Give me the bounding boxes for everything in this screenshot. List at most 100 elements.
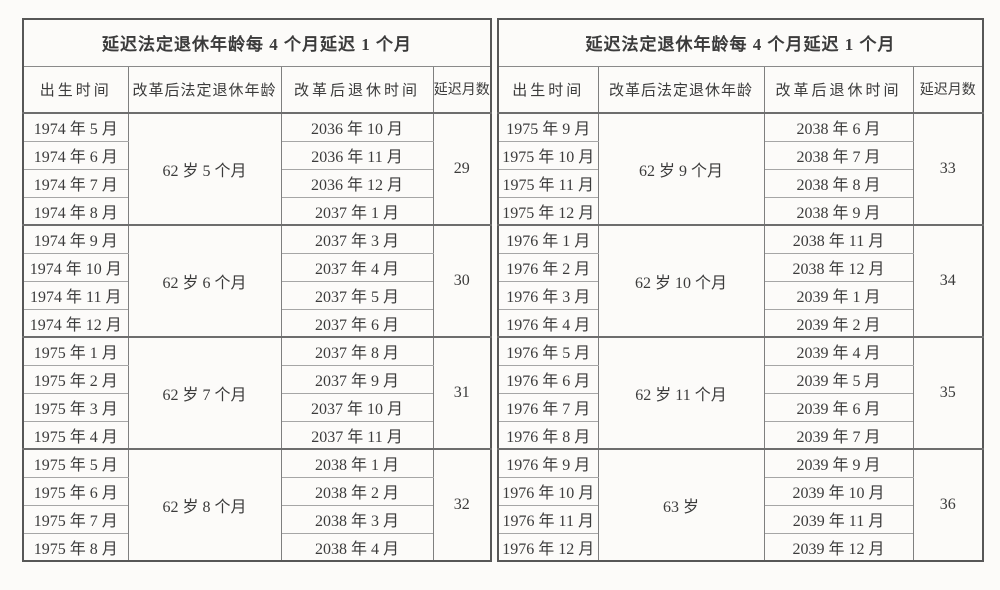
delayed-retirement-table-left: 延迟法定退休年龄每 4 个月延迟 1 个月 出生时间 改革后法定退休年龄 改革后… xyxy=(22,18,492,562)
table-row: 1975 年 9 月 62 岁 9 个月 2038 年 6 月 33 xyxy=(497,112,984,226)
birth-time-cell: 1975 年 6 月 xyxy=(22,476,129,506)
retirement-time-cell: 2038 年 8 月 xyxy=(763,168,914,198)
birth-time-cell: 1976 年 2 月 xyxy=(497,252,599,282)
birth-time-cell: 1974 年 11 月 xyxy=(22,280,129,310)
table-row: 1974 年 11 月 2037 年 5 月 xyxy=(22,280,491,310)
table-row: 1976 年 11 月 2039 年 11 月 xyxy=(497,504,983,534)
retirement-time-cell: 2037 年 1 月 xyxy=(280,196,434,226)
delayed-retirement-table-right: 延迟法定退休年龄每 4 个月延迟 1 个月 出生时间 改革后法定退休年龄 改革后… xyxy=(497,18,984,562)
birth-time-cell: 1976 年 12 月 xyxy=(497,532,599,562)
table-row: 1975 年 8 月 2038 年 4 月 xyxy=(22,532,491,562)
table-row: 1974 年 8 月 2037 年 1 月 xyxy=(22,196,491,226)
col-header-delay-months: 延迟月数 xyxy=(432,65,492,114)
table-row: 1975 年 3 月 2037 年 10 月 xyxy=(22,392,491,422)
col-header-retirement-time: 改革后退休时间 xyxy=(763,65,914,114)
retirement-time-cell: 2038 年 9 月 xyxy=(763,196,914,226)
table-title-row: 延迟法定退休年龄每 4 个月延迟 1 个月 xyxy=(497,18,984,67)
retirement-time-cell: 2039 年 11 月 xyxy=(763,504,914,534)
retirement-time-cell: 2038 年 4 月 xyxy=(280,532,434,562)
table-row: 1976 年 5 月 62 岁 11 个月 2039 年 4 月 35 xyxy=(497,336,984,450)
retirement-age-cell: 62 岁 9 个月 xyxy=(597,112,765,226)
table-row: 1976 年 2 月 2038 年 12 月 xyxy=(497,252,983,282)
retirement-age-cell: 62 岁 10 个月 xyxy=(597,224,765,338)
table-row: 1976 年 9 月 63 岁 2039 年 9 月 36 xyxy=(497,448,984,562)
delay-months-cell: 32 xyxy=(432,448,492,562)
retirement-age-cell: 62 岁 11 个月 xyxy=(597,336,765,450)
retirement-time-cell: 2037 年 4 月 xyxy=(280,252,434,282)
delay-months-cell: 31 xyxy=(432,336,492,450)
delay-months-cell: 36 xyxy=(912,448,984,562)
retirement-age-cell: 63 岁 xyxy=(597,448,765,562)
birth-time-cell: 1976 年 3 月 xyxy=(497,280,599,310)
birth-time-cell: 1975 年 3 月 xyxy=(22,392,129,422)
table-title: 延迟法定退休年龄每 4 个月延迟 1 个月 xyxy=(22,18,492,67)
birth-time-cell: 1976 年 9 月 xyxy=(497,448,599,478)
table-row: 1974 年 12 月 2037 年 6 月 xyxy=(22,308,491,338)
col-header-retirement-time: 改革后退休时间 xyxy=(280,65,434,114)
table-row: 1976 年 1 月 62 岁 10 个月 2038 年 11 月 34 xyxy=(497,224,984,338)
table-title-row: 延迟法定退休年龄每 4 个月延迟 1 个月 xyxy=(22,18,492,67)
retirement-time-cell: 2037 年 11 月 xyxy=(280,420,434,450)
retirement-age-cell: 62 岁 7 个月 xyxy=(127,336,282,450)
birth-time-cell: 1976 年 7 月 xyxy=(497,392,599,422)
table-row: 1975 年 2 月 2037 年 9 月 xyxy=(22,364,491,394)
retirement-age-cell: 62 岁 6 个月 xyxy=(127,224,282,338)
table-row: 1976 年 3 月 2039 年 1 月 xyxy=(497,280,983,310)
retirement-time-cell: 2036 年 11 月 xyxy=(280,140,434,170)
retirement-time-cell: 2039 年 5 月 xyxy=(763,364,914,394)
retirement-time-cell: 2037 年 10 月 xyxy=(280,392,434,422)
birth-time-cell: 1976 年 5 月 xyxy=(497,336,599,366)
retirement-time-cell: 2039 年 9 月 xyxy=(763,448,914,478)
table-row: 1974 年 10 月 2037 年 4 月 xyxy=(22,252,491,282)
col-header-birth-time: 出生时间 xyxy=(497,65,599,114)
retirement-time-cell: 2038 年 1 月 xyxy=(280,448,434,478)
retirement-time-cell: 2039 年 4 月 xyxy=(763,336,914,366)
birth-time-cell: 1975 年 11 月 xyxy=(497,168,599,198)
retirement-time-cell: 2037 年 5 月 xyxy=(280,280,434,310)
birth-time-cell: 1974 年 6 月 xyxy=(22,140,129,170)
table-row: 1974 年 7 月 2036 年 12 月 xyxy=(22,168,491,198)
retirement-time-cell: 2039 年 6 月 xyxy=(763,392,914,422)
birth-time-cell: 1974 年 12 月 xyxy=(22,308,129,338)
table-row: 1975 年 1 月 62 岁 7 个月 2037 年 8 月 31 xyxy=(22,336,492,450)
retirement-time-cell: 2039 年 12 月 xyxy=(763,532,914,562)
retirement-time-cell: 2036 年 10 月 xyxy=(280,112,434,142)
table-row: 1976 年 7 月 2039 年 6 月 xyxy=(497,392,983,422)
birth-time-cell: 1975 年 7 月 xyxy=(22,504,129,534)
retirement-time-cell: 2036 年 12 月 xyxy=(280,168,434,198)
birth-time-cell: 1975 年 10 月 xyxy=(497,140,599,170)
birth-time-cell: 1974 年 5 月 xyxy=(22,112,129,142)
birth-time-cell: 1975 年 4 月 xyxy=(22,420,129,450)
retirement-time-cell: 2039 年 1 月 xyxy=(763,280,914,310)
table-row: 1974 年 6 月 2036 年 11 月 xyxy=(22,140,491,170)
retirement-time-cell: 2038 年 6 月 xyxy=(763,112,914,142)
birth-time-cell: 1974 年 8 月 xyxy=(22,196,129,226)
birth-time-cell: 1976 年 1 月 xyxy=(497,224,599,254)
retirement-time-cell: 2039 年 7 月 xyxy=(763,420,914,450)
birth-time-cell: 1974 年 10 月 xyxy=(22,252,129,282)
birth-time-cell: 1975 年 2 月 xyxy=(22,364,129,394)
delay-months-cell: 34 xyxy=(912,224,984,338)
retirement-time-cell: 2037 年 9 月 xyxy=(280,364,434,394)
retirement-age-cell: 62 岁 5 个月 xyxy=(127,112,282,226)
birth-time-cell: 1976 年 10 月 xyxy=(497,476,599,506)
table-row: 1976 年 10 月 2039 年 10 月 xyxy=(497,476,983,506)
retirement-time-cell: 2038 年 7 月 xyxy=(763,140,914,170)
table-row: 1975 年 6 月 2038 年 2 月 xyxy=(22,476,491,506)
delay-months-cell: 35 xyxy=(912,336,984,450)
table-row: 1975 年 12 月 2038 年 9 月 xyxy=(497,196,983,226)
birth-time-cell: 1975 年 1 月 xyxy=(22,336,129,366)
delay-months-cell: 33 xyxy=(912,112,984,226)
birth-time-cell: 1976 年 6 月 xyxy=(497,364,599,394)
birth-time-cell: 1976 年 4 月 xyxy=(497,308,599,338)
retirement-age-cell: 62 岁 8 个月 xyxy=(127,448,282,562)
birth-time-cell: 1975 年 8 月 xyxy=(22,532,129,562)
table-row: 1975 年 11 月 2038 年 8 月 xyxy=(497,168,983,198)
retirement-time-cell: 2037 年 6 月 xyxy=(280,308,434,338)
col-header-statutory-retirement-age: 改革后法定退休年龄 xyxy=(597,65,765,114)
table-title: 延迟法定退休年龄每 4 个月延迟 1 个月 xyxy=(497,18,984,67)
birth-time-cell: 1975 年 12 月 xyxy=(497,196,599,226)
birth-time-cell: 1975 年 5 月 xyxy=(22,448,129,478)
retirement-time-cell: 2038 年 2 月 xyxy=(280,476,434,506)
table-row: 1975 年 10 月 2038 年 7 月 xyxy=(497,140,983,170)
